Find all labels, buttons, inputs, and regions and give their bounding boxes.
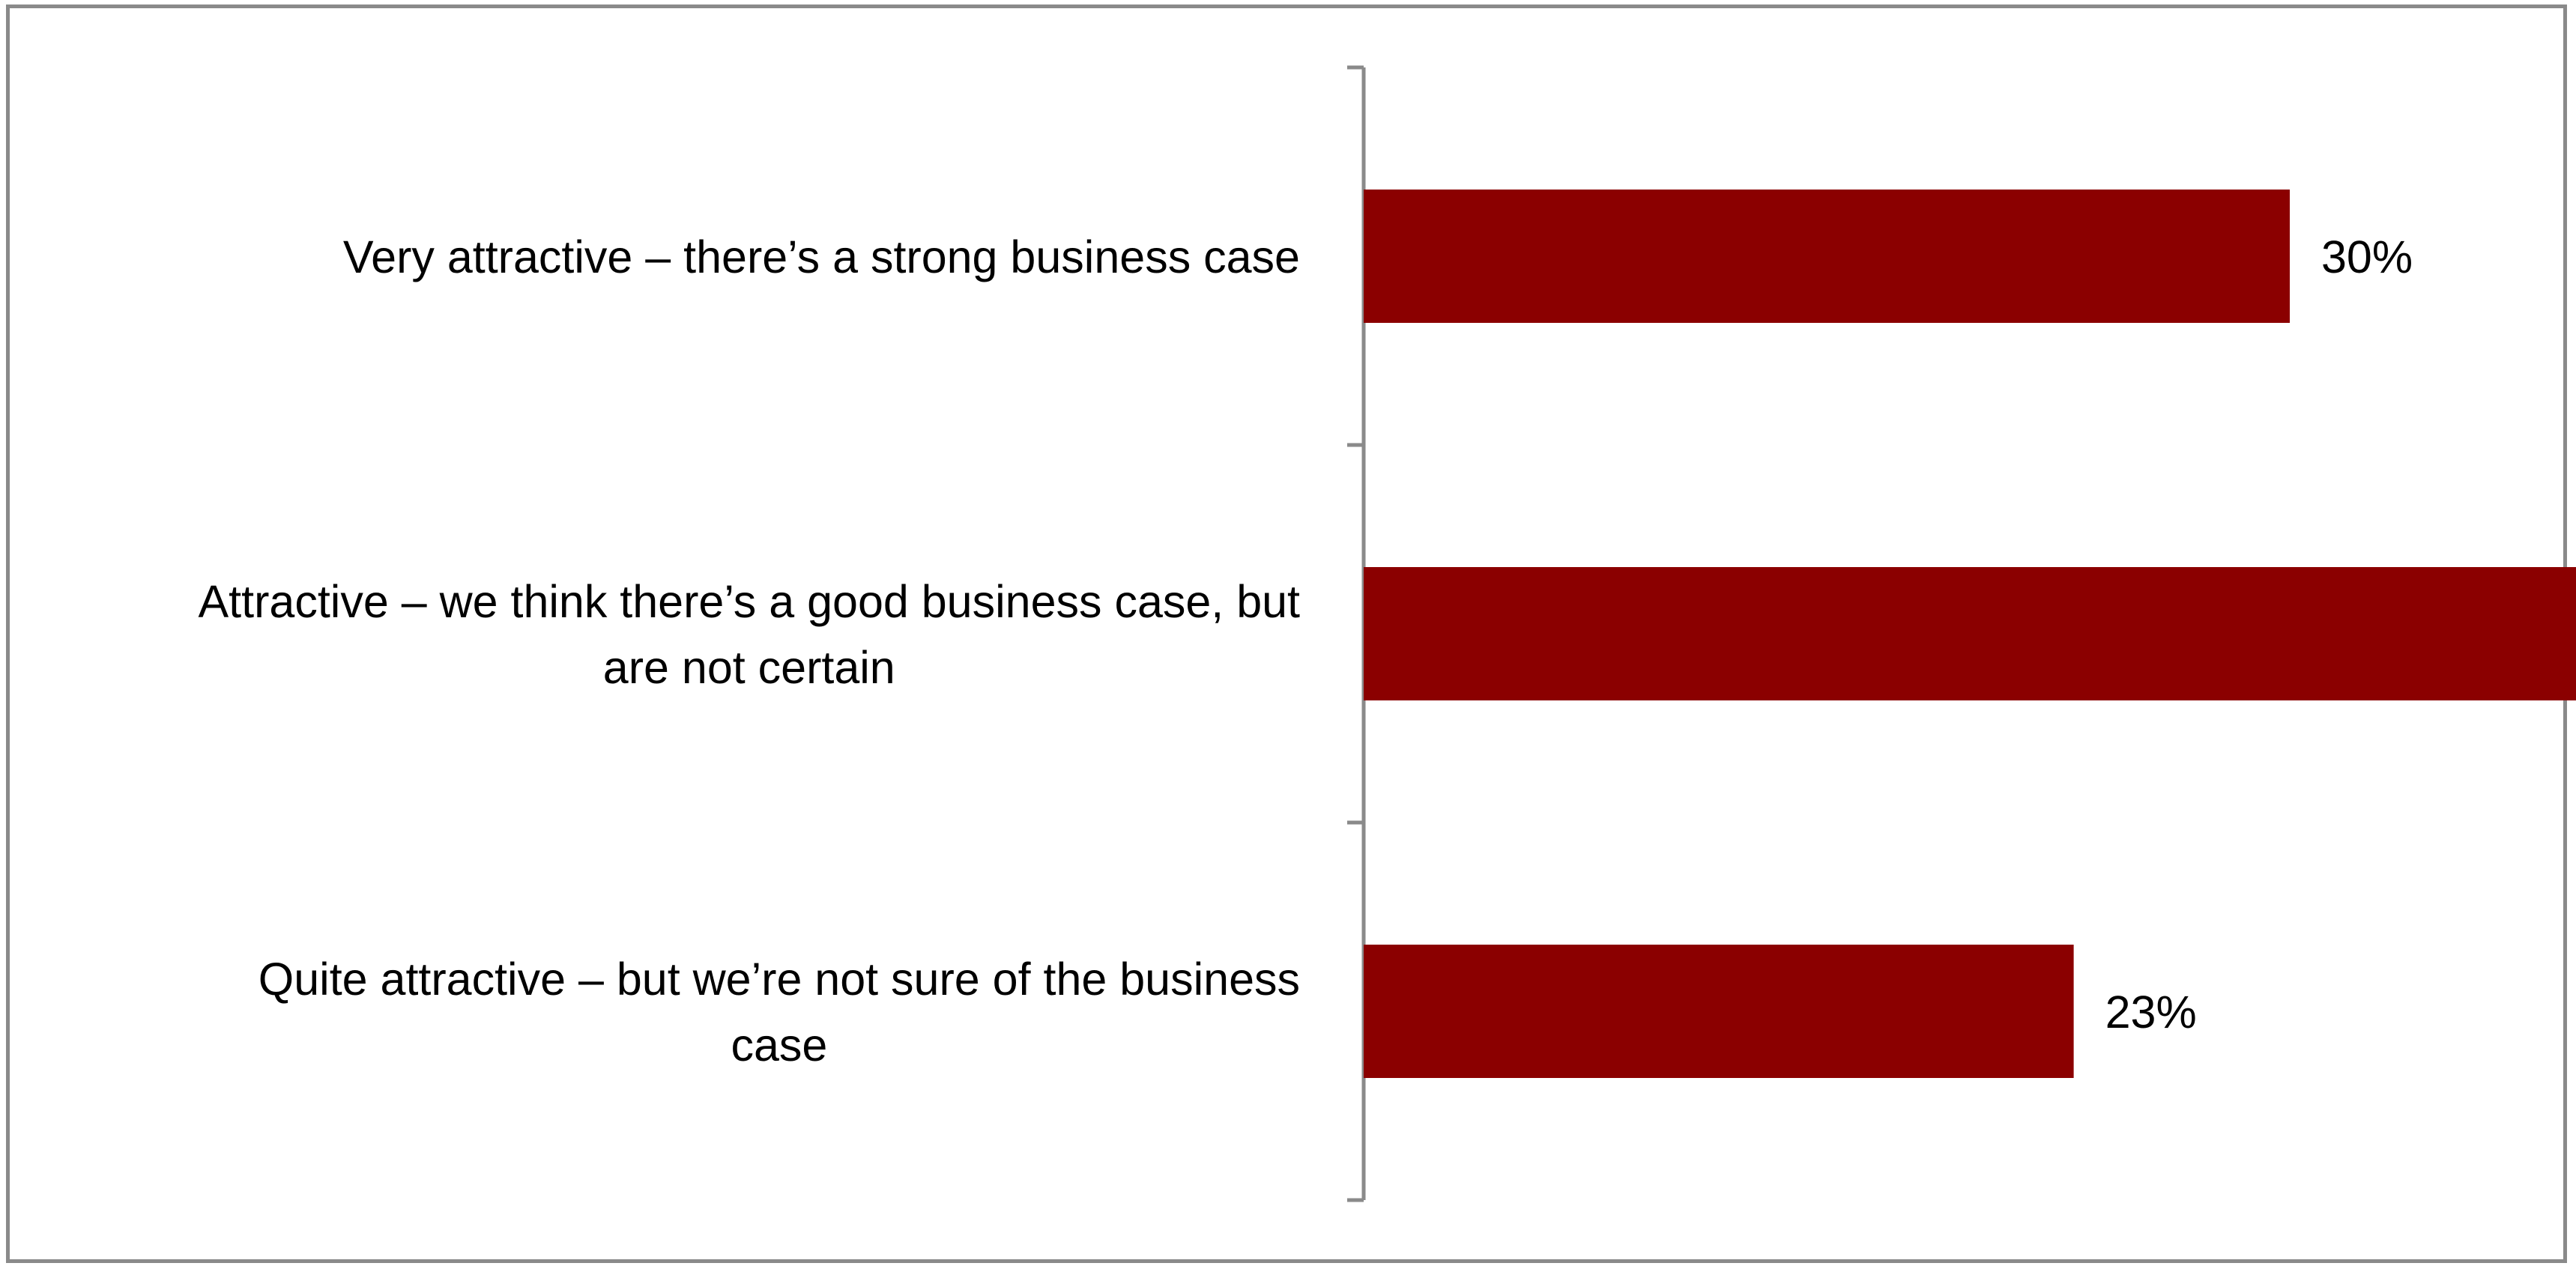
category-label: case bbox=[731, 1020, 827, 1070]
bar bbox=[1364, 567, 2576, 700]
bar-series bbox=[1364, 190, 2576, 1078]
category-axis bbox=[1347, 65, 1366, 1202]
category-label: Quite attractive – but we’re not sure of… bbox=[258, 954, 1300, 1005]
bar bbox=[1364, 945, 2074, 1078]
category-label: Very attractive – there’s a strong busin… bbox=[343, 231, 1300, 282]
label-layer: 30% Very attractive – there’s a strong bu… bbox=[199, 231, 2413, 1070]
data-label: 23% bbox=[2105, 987, 2197, 1038]
bar bbox=[1364, 190, 2290, 323]
category-label: are not certain bbox=[603, 642, 895, 693]
data-label: 30% bbox=[2321, 231, 2413, 282]
category-label: Attractive – we think there’s a good bus… bbox=[199, 576, 1301, 627]
